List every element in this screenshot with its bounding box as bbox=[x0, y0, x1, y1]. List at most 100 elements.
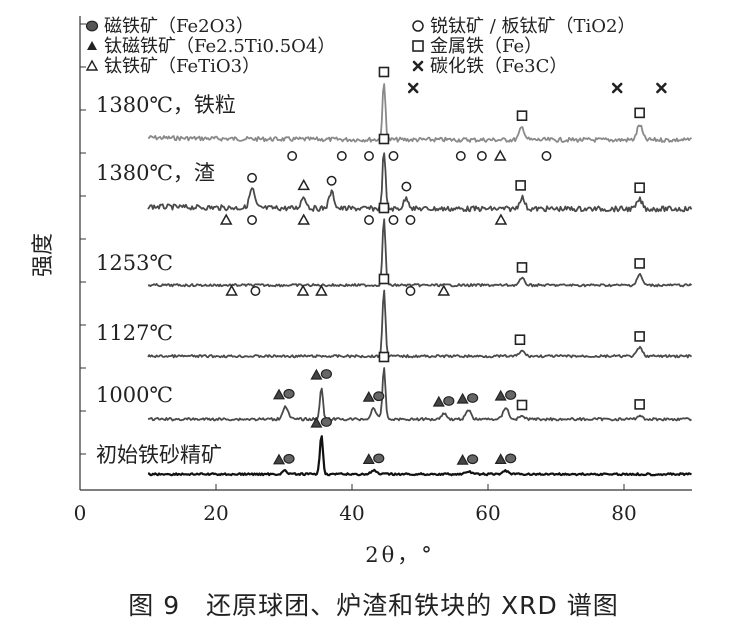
ti-magnetite-marker bbox=[310, 416, 323, 428]
x-tick-label: 60 bbox=[475, 501, 500, 525]
tio2-marker bbox=[405, 286, 416, 296]
tio2-marker bbox=[247, 215, 257, 225]
legend-entry-label: 锐钛矿 / 板钛矿（TiO2） bbox=[430, 16, 635, 37]
fe-marker bbox=[634, 182, 645, 194]
fe-marker bbox=[634, 107, 645, 119]
legend-ti-magnetite-icon bbox=[87, 41, 97, 50]
fe-marker bbox=[516, 110, 528, 121]
fetio3-marker bbox=[494, 213, 508, 225]
fe3c-marker bbox=[407, 82, 419, 94]
tio2-marker bbox=[287, 151, 298, 161]
magnetite-marker bbox=[467, 393, 479, 403]
figure-caption: 图 9 还原球团、炉渣和铁块的 XRD 谱图 bbox=[128, 591, 619, 620]
ti-magnetite-marker bbox=[272, 388, 286, 400]
tio2-marker bbox=[364, 215, 374, 225]
tio2-marker bbox=[326, 175, 337, 186]
x-tick-label: 20 bbox=[203, 501, 228, 525]
legend-fe3c-icon bbox=[412, 60, 424, 72]
magnetite-marker bbox=[505, 390, 517, 400]
series-trace bbox=[147, 435, 692, 477]
magnetite-marker bbox=[373, 391, 385, 402]
legend-tio2-icon bbox=[412, 20, 424, 32]
chart-traces bbox=[147, 83, 693, 477]
legend-entry-label: 碳化铁（Fe3C） bbox=[430, 56, 567, 77]
ti-magnetite-marker bbox=[310, 368, 323, 380]
ti-magnetite-marker bbox=[494, 453, 507, 464]
series-label: 1380℃，渣 bbox=[96, 161, 215, 185]
ti-magnetite-marker bbox=[432, 395, 445, 407]
magnetite-marker bbox=[373, 453, 385, 464]
chart-peak-markers bbox=[219, 66, 667, 465]
magnetite-marker bbox=[283, 388, 295, 399]
tio2-marker bbox=[476, 151, 487, 161]
chart-legend: 磁铁矿（Fe2O3）钛磁铁矿（Fe2.5Ti0.5O4）钛铁矿（FeTiO3） 锐… bbox=[85, 16, 635, 77]
ti-magnetite-marker bbox=[456, 392, 469, 404]
fetio3-marker bbox=[296, 284, 310, 296]
ti-magnetite-marker bbox=[362, 453, 375, 464]
fe-marker bbox=[634, 258, 645, 269]
tio2-marker bbox=[455, 151, 466, 161]
fe-marker bbox=[634, 331, 645, 342]
legend-entry-label: 磁铁矿（Fe2O3） bbox=[104, 16, 254, 37]
ti-magnetite-marker bbox=[494, 389, 507, 401]
fe-marker bbox=[514, 334, 526, 346]
legend-entry-label: 钛铁矿（FeTiO3） bbox=[104, 56, 260, 77]
tio2-marker bbox=[405, 215, 416, 225]
tio2-marker bbox=[250, 286, 261, 296]
fe-marker bbox=[378, 273, 390, 285]
fe-marker bbox=[378, 66, 390, 78]
x-tick-label: 0 bbox=[74, 501, 87, 525]
series-label: 初始铁砂精矿 bbox=[96, 443, 222, 467]
x-tick-label: 80 bbox=[611, 501, 636, 525]
fe-marker bbox=[516, 399, 528, 411]
legend-magnetite-icon bbox=[85, 20, 99, 32]
series-trace bbox=[147, 83, 693, 144]
series-trace bbox=[147, 289, 693, 359]
tio2-marker bbox=[388, 151, 399, 161]
fe-marker bbox=[378, 351, 390, 363]
fe3c-marker bbox=[611, 82, 623, 94]
chart-axes: 0 20 40 60 80 2θ，° 强度 bbox=[31, 16, 692, 567]
magnetite-marker bbox=[467, 454, 479, 465]
fe-marker bbox=[515, 180, 526, 191]
chart-labels: 1380℃，铁粒 1380℃，渣 1253℃ 1127℃ 1000℃ 初始铁砂精矿 bbox=[96, 93, 236, 467]
series-label: 1253℃ bbox=[96, 251, 173, 275]
legend-entry-label: 金属铁（Fe） bbox=[430, 36, 542, 57]
fetio3-marker bbox=[493, 149, 507, 161]
tio2-marker bbox=[336, 151, 347, 161]
fetio3-marker bbox=[219, 213, 233, 225]
magnetite-marker bbox=[443, 396, 455, 406]
tio2-marker bbox=[364, 151, 374, 161]
y-axis-label: 强度 bbox=[31, 233, 56, 277]
fetio3-marker bbox=[315, 284, 328, 296]
fe-marker bbox=[378, 133, 390, 145]
tio2-marker bbox=[401, 181, 412, 192]
series-label: 1000℃ bbox=[96, 383, 173, 407]
legend-fe-icon bbox=[412, 40, 424, 52]
series-trace bbox=[147, 367, 692, 422]
magnetite-marker bbox=[505, 453, 517, 464]
series-label: 1127℃ bbox=[96, 321, 173, 345]
fe-marker bbox=[378, 202, 390, 214]
fe3c-marker bbox=[656, 82, 667, 94]
magnetite-marker bbox=[320, 369, 332, 379]
fe-marker bbox=[516, 262, 528, 273]
fetio3-marker bbox=[225, 284, 238, 296]
ti-magnetite-marker bbox=[272, 453, 286, 465]
ti-magnetite-marker bbox=[362, 390, 375, 402]
series-trace bbox=[148, 218, 693, 288]
tio2-marker bbox=[388, 215, 399, 225]
tio2-marker bbox=[247, 172, 257, 183]
legend-entry-label: 钛磁铁矿（Fe2.5Ti0.5O4） bbox=[104, 36, 335, 57]
magnetite-marker bbox=[320, 417, 332, 427]
ti-magnetite-marker bbox=[456, 453, 469, 465]
legend-ilmenite-icon bbox=[85, 59, 99, 71]
series-label: 1380℃，铁粒 bbox=[96, 93, 236, 117]
magnetite-marker bbox=[283, 453, 295, 464]
x-tick-label: 40 bbox=[339, 501, 364, 525]
series-trace bbox=[147, 152, 693, 213]
x-axis-label: 2θ，° bbox=[365, 543, 435, 567]
fetio3-marker bbox=[437, 284, 451, 296]
fetio3-marker bbox=[297, 213, 310, 225]
